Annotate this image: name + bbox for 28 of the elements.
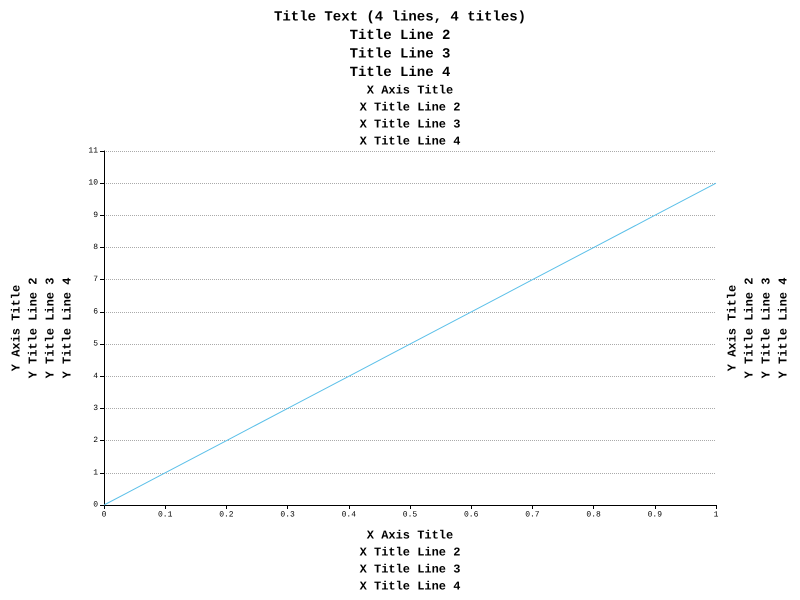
y-tick-label: 9 — [93, 210, 98, 220]
x-tick-label: 0.8 — [586, 510, 601, 520]
y2-axis-title: Y Axis Title Y Title Line 2 Y Title Line 3 Y Title Line 4 — [726, 278, 790, 378]
x-tick-label: 1 — [714, 510, 719, 520]
y-tick-label: 1 — [93, 468, 98, 478]
y-tick-label: 0 — [93, 500, 98, 510]
y-tick-label: 8 — [93, 243, 98, 252]
x-axis-title: X Axis Title X Title Line 2 X Title Line 3 X Title Line 4 — [360, 528, 460, 594]
y-tick-label: 2 — [93, 436, 98, 446]
x-tick-label: 0.7 — [525, 510, 540, 520]
y-tick-label: 5 — [93, 340, 98, 349]
x-tick-label: 0.3 — [280, 510, 295, 520]
x-tick-label: 0.6 — [464, 510, 479, 520]
y-tick-label: 7 — [93, 275, 98, 284]
y-tick-label: 4 — [93, 372, 98, 381]
chart-title: Title Text (4 lines, 4 titles) Title Line 2 Title Line 3 Title Line 4 — [274, 9, 526, 81]
x2-axis-title: X Axis Title X Title Line 2 X Title Line 3 X Title Line 4 — [360, 84, 460, 148]
y-tick-label: 10 — [88, 178, 98, 188]
x-tick-label: 0 — [102, 510, 107, 520]
x-tick-label: 0.1 — [158, 510, 173, 520]
x-tick-label: 0.5 — [402, 510, 418, 520]
y-tick-label: 11 — [88, 146, 98, 156]
x-tick-label: 0.9 — [648, 510, 662, 520]
y-tick-label: 3 — [93, 404, 98, 413]
y-tick-label: 6 — [93, 307, 98, 316]
x-tick-label: 0.4 — [342, 510, 356, 520]
x-tick-label: 0.2 — [219, 510, 234, 520]
y-axis-title: Y Axis Title Y Title Line 2 Y Title Line 3 Y Title Line 4 — [10, 278, 74, 378]
